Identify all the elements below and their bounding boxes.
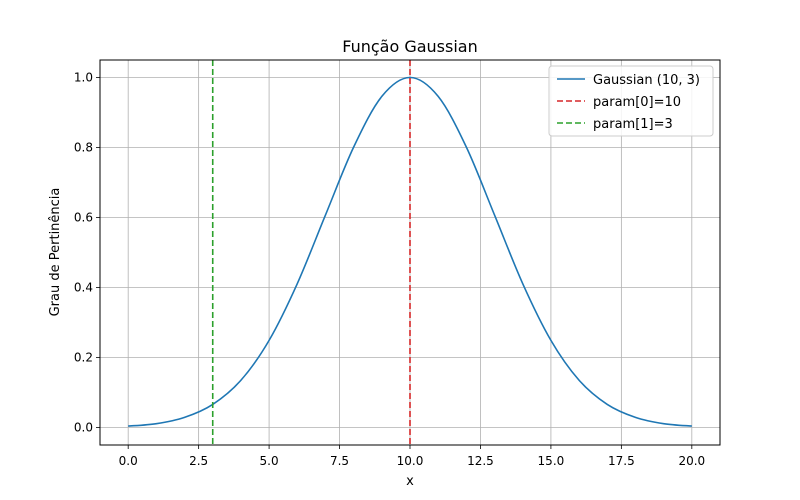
- y-tick-label: 0.8: [74, 141, 93, 155]
- y-tick-label: 1.0: [74, 71, 93, 85]
- legend-label: param[0]=10: [593, 95, 681, 110]
- x-tick-label: 2.5: [189, 454, 208, 468]
- y-axis-label: Grau de Pertinência: [48, 188, 63, 317]
- legend-label: param[1]=3: [593, 117, 673, 132]
- y-tick-label: 0.2: [74, 351, 93, 365]
- legend-label: Gaussian (10, 3): [593, 73, 700, 88]
- x-tick-label: 10.0: [397, 454, 424, 468]
- x-axis: 0.0 2.5 5.0 7.5 10.0 12.5 15.0 17.5 20.0: [119, 445, 705, 468]
- series-line-0: [128, 76, 692, 427]
- x-tick-label: 15.0: [538, 454, 565, 468]
- chart-title: Função Gaussian: [342, 37, 478, 56]
- legend-box: [548, 65, 714, 137]
- x-tick-label: 17.5: [608, 454, 635, 468]
- x-tick-label: 5.0: [260, 454, 279, 468]
- y-tick-label: 0.0: [74, 421, 93, 435]
- x-tick-label: 0.0: [119, 454, 138, 468]
- y-tick-label: 0.6: [74, 211, 93, 225]
- x-tick-label: 20.0: [678, 454, 705, 468]
- y-tick-label: 0.4: [74, 281, 93, 295]
- legend: Gaussian (10, 3) param[0]=10 param[1]=3: [548, 65, 714, 137]
- x-tick-label: 7.5: [330, 454, 349, 468]
- x-axis-label: x: [406, 474, 414, 489]
- y-axis: 0.0 0.2 0.4 0.6 0.8 1.0: [74, 71, 100, 435]
- x-tick-label: 12.5: [467, 454, 494, 468]
- plot-area: [128, 60, 692, 445]
